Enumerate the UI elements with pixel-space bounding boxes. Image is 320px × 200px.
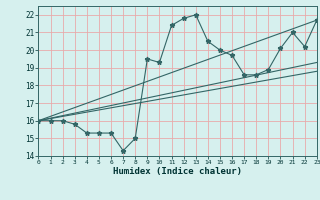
X-axis label: Humidex (Indice chaleur): Humidex (Indice chaleur) — [113, 167, 242, 176]
